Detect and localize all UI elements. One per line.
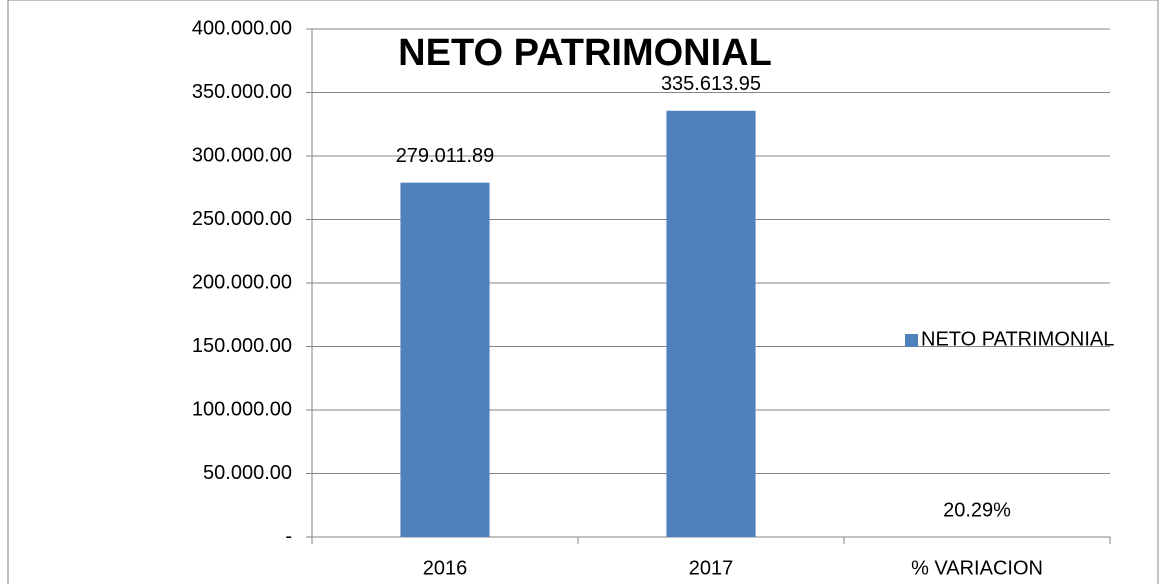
data-label: 279.011.89 xyxy=(396,145,495,167)
y-tick-label: - xyxy=(285,525,292,547)
legend-label: NETO PATRIMONIAL xyxy=(921,328,1114,350)
y-tick-label: 100.000.00 xyxy=(192,398,292,420)
y-tick-label: 150.000.00 xyxy=(192,335,292,357)
bar xyxy=(400,182,490,537)
data-label: 335.613.95 xyxy=(661,73,761,95)
x-tick-label: 2016 xyxy=(423,557,468,579)
y-tick-label: 200.000.00 xyxy=(192,271,292,293)
bar xyxy=(666,110,756,537)
y-tick-label: 250.000.00 xyxy=(192,208,292,230)
chart-title: NETO PATRIMONIAL xyxy=(398,32,772,74)
y-tick-label: 50.000.00 xyxy=(203,462,292,484)
x-tick-label: % VARIACION xyxy=(911,557,1043,579)
data-label: 20.29% xyxy=(943,499,1011,521)
y-tick-label: 400.000.00 xyxy=(192,17,292,39)
y-tick-label: 350.000.00 xyxy=(192,81,292,103)
chart-border xyxy=(7,0,1159,584)
y-tick-label: 300.000.00 xyxy=(192,144,292,166)
x-tick-label: 2017 xyxy=(689,557,734,579)
legend-swatch xyxy=(905,334,918,347)
